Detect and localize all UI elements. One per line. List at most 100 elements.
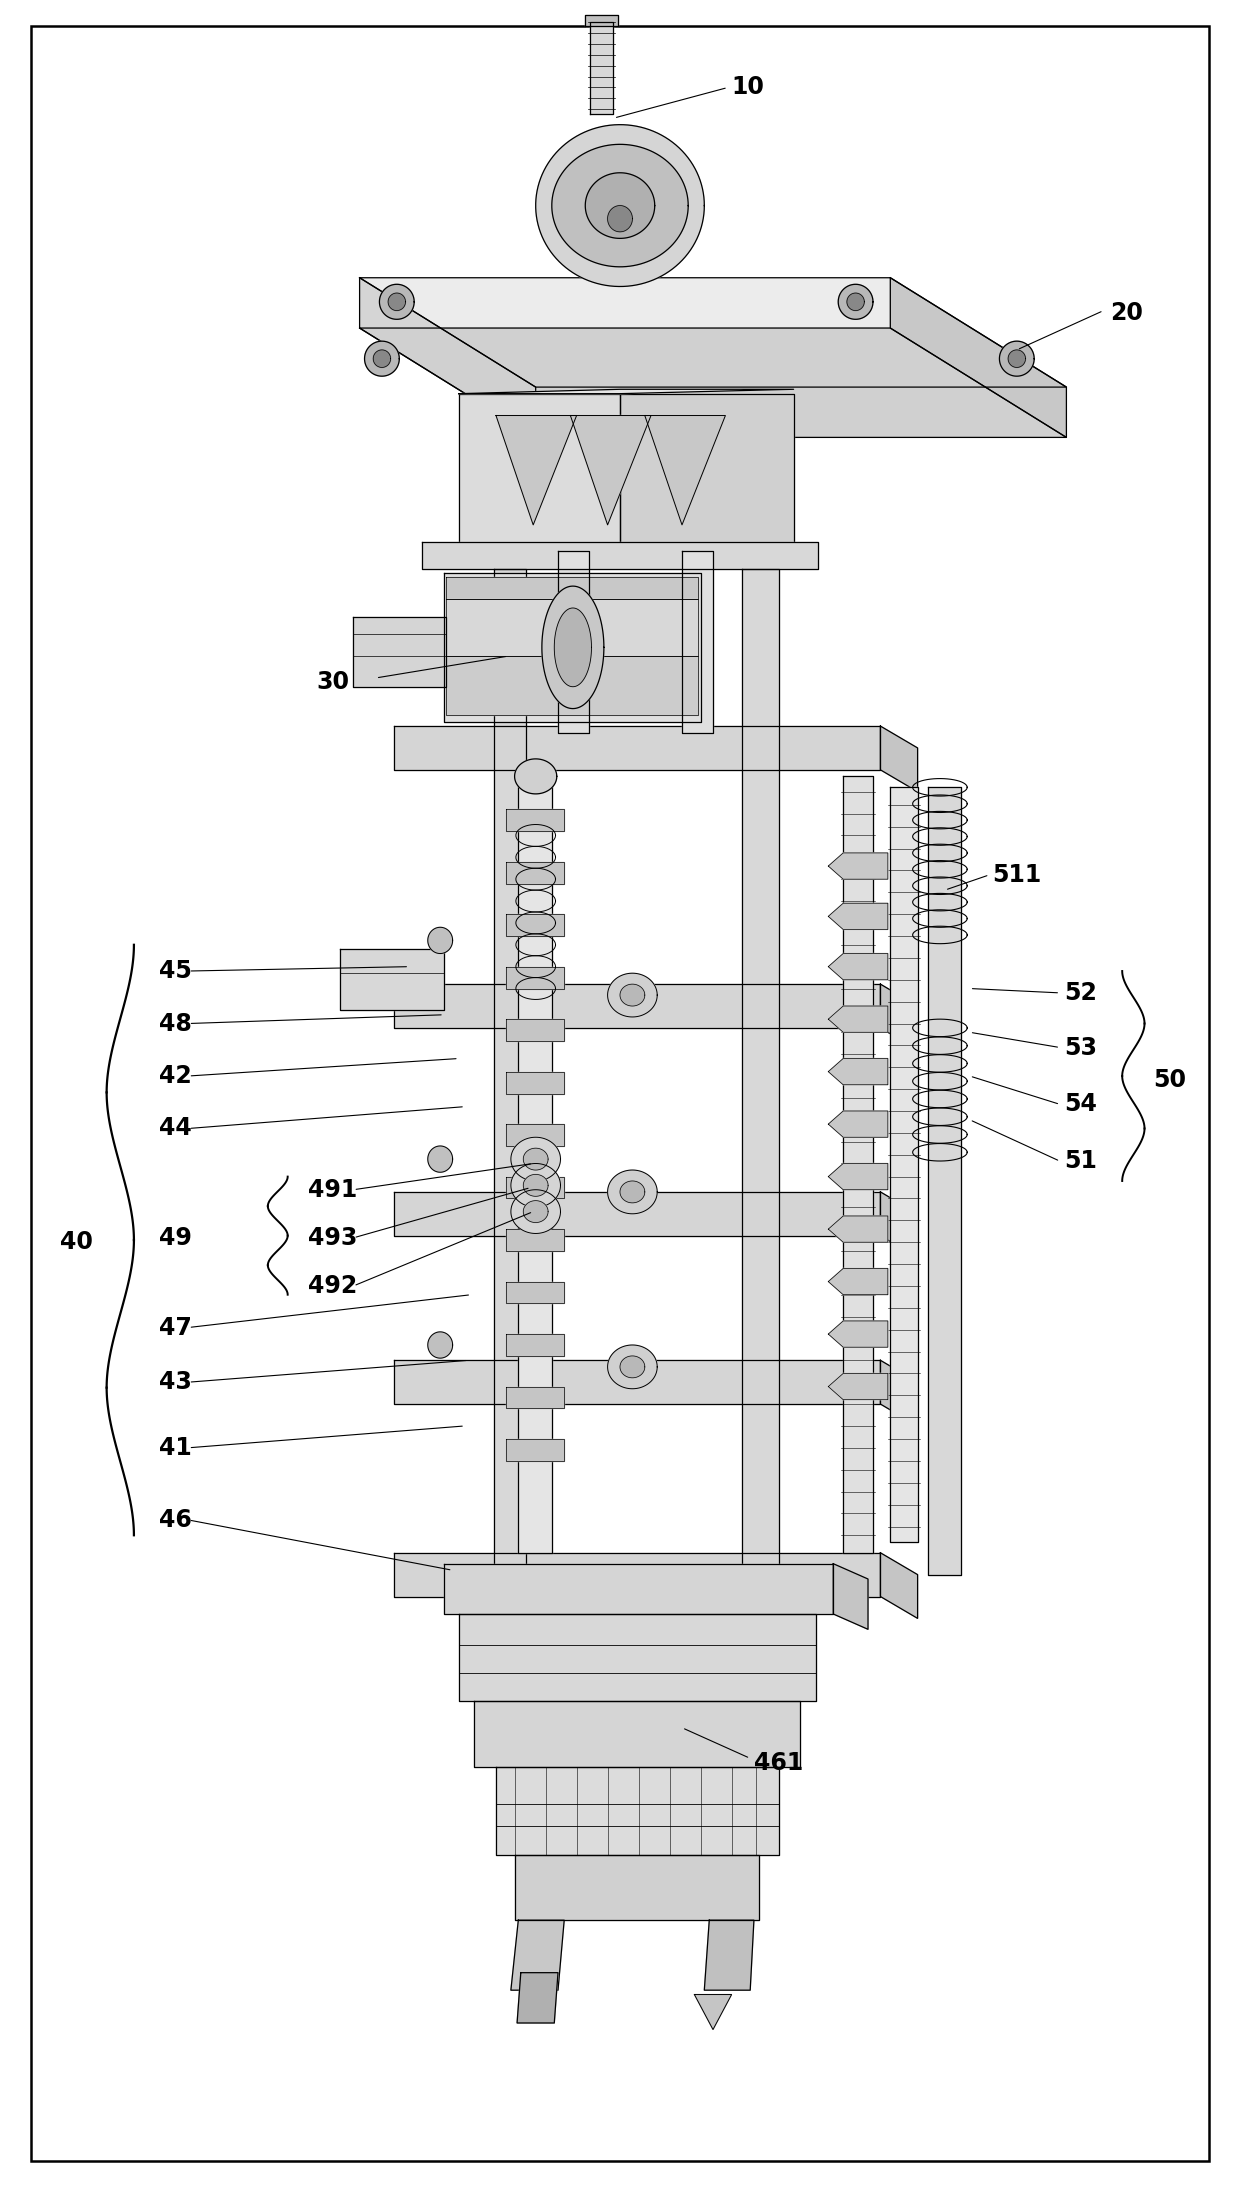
Polygon shape: [422, 542, 818, 569]
Polygon shape: [880, 1553, 918, 1618]
Polygon shape: [928, 787, 961, 1575]
Polygon shape: [459, 389, 794, 394]
Polygon shape: [828, 1111, 888, 1137]
Polygon shape: [828, 903, 888, 929]
Polygon shape: [446, 599, 698, 656]
Polygon shape: [847, 293, 864, 311]
Polygon shape: [459, 394, 620, 551]
Polygon shape: [360, 278, 536, 437]
Polygon shape: [570, 416, 651, 525]
Text: 44: 44: [160, 1118, 192, 1139]
Text: 46: 46: [159, 1509, 192, 1531]
Polygon shape: [459, 1614, 816, 1701]
Polygon shape: [353, 617, 446, 687]
Polygon shape: [394, 1192, 880, 1236]
Polygon shape: [511, 1163, 560, 1207]
Text: 50: 50: [1153, 1069, 1187, 1091]
Polygon shape: [365, 341, 399, 376]
Text: 491: 491: [308, 1179, 357, 1201]
Text: 492: 492: [308, 1275, 357, 1297]
Polygon shape: [506, 1439, 564, 1461]
Polygon shape: [428, 1146, 453, 1172]
Polygon shape: [373, 350, 391, 367]
Polygon shape: [843, 776, 873, 1553]
Polygon shape: [890, 787, 918, 1542]
Polygon shape: [608, 1345, 657, 1389]
Polygon shape: [608, 1170, 657, 1214]
Text: 51: 51: [1064, 1150, 1097, 1172]
Polygon shape: [828, 1006, 888, 1032]
Polygon shape: [506, 1072, 564, 1094]
Polygon shape: [620, 394, 794, 551]
Polygon shape: [340, 949, 444, 1010]
Polygon shape: [828, 853, 888, 879]
Polygon shape: [620, 984, 645, 1006]
Text: 461: 461: [754, 1752, 804, 1774]
Polygon shape: [828, 1373, 888, 1400]
Polygon shape: [494, 569, 526, 1579]
Polygon shape: [828, 1321, 888, 1347]
Text: 52: 52: [1064, 982, 1097, 1004]
Polygon shape: [880, 984, 918, 1050]
Polygon shape: [828, 1216, 888, 1242]
Polygon shape: [394, 726, 880, 770]
Text: 45: 45: [159, 960, 192, 982]
Polygon shape: [506, 1177, 564, 1198]
Polygon shape: [428, 927, 453, 954]
Polygon shape: [506, 1229, 564, 1251]
Polygon shape: [474, 1701, 800, 1767]
Polygon shape: [446, 577, 698, 599]
Polygon shape: [506, 1019, 564, 1041]
Polygon shape: [682, 551, 713, 733]
Polygon shape: [890, 278, 1066, 437]
Polygon shape: [511, 1190, 560, 1233]
Polygon shape: [444, 1564, 833, 1614]
Polygon shape: [694, 1995, 732, 2030]
Polygon shape: [542, 586, 604, 709]
Polygon shape: [511, 1137, 560, 1181]
Polygon shape: [552, 144, 688, 267]
Text: 493: 493: [308, 1227, 357, 1249]
Polygon shape: [517, 1973, 558, 2023]
Polygon shape: [838, 284, 873, 319]
Polygon shape: [506, 862, 564, 884]
Polygon shape: [828, 1163, 888, 1190]
Polygon shape: [444, 573, 701, 722]
Text: 49: 49: [159, 1227, 192, 1249]
Polygon shape: [506, 1334, 564, 1356]
Polygon shape: [880, 1360, 918, 1426]
Polygon shape: [394, 1360, 880, 1404]
Polygon shape: [880, 726, 918, 792]
Polygon shape: [515, 759, 557, 794]
Polygon shape: [360, 328, 1066, 437]
Polygon shape: [554, 608, 591, 687]
Polygon shape: [558, 551, 589, 733]
Text: 511: 511: [992, 864, 1042, 886]
Polygon shape: [523, 1174, 548, 1196]
Polygon shape: [360, 278, 1066, 387]
Polygon shape: [585, 15, 618, 26]
Polygon shape: [590, 22, 613, 114]
Polygon shape: [828, 1268, 888, 1295]
Polygon shape: [608, 206, 632, 232]
Polygon shape: [506, 1124, 564, 1146]
Text: 41: 41: [160, 1437, 192, 1459]
Text: 47: 47: [159, 1317, 192, 1338]
Polygon shape: [515, 1855, 759, 1920]
Polygon shape: [620, 1356, 645, 1378]
Polygon shape: [388, 293, 405, 311]
Polygon shape: [1008, 350, 1025, 367]
Polygon shape: [506, 967, 564, 989]
Polygon shape: [496, 416, 577, 525]
Polygon shape: [523, 1201, 548, 1223]
Polygon shape: [523, 1148, 548, 1170]
Polygon shape: [999, 341, 1034, 376]
Text: 20: 20: [1110, 302, 1143, 324]
Text: 53: 53: [1064, 1037, 1097, 1059]
Polygon shape: [536, 125, 704, 286]
Polygon shape: [506, 809, 564, 831]
Polygon shape: [704, 1920, 754, 1990]
Polygon shape: [828, 954, 888, 980]
Polygon shape: [379, 284, 414, 319]
Polygon shape: [496, 1767, 779, 1855]
